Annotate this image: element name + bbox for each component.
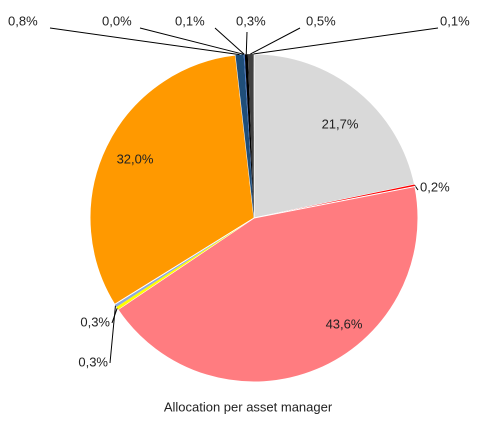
pie-slice [235,54,254,218]
pie-slice [243,54,254,219]
pie-slice [116,218,255,310]
data-label: 0,0% [102,13,132,28]
pie-slice [89,54,255,306]
pie-slice [114,218,254,308]
pie-slice [244,54,254,218]
pie-slice [252,54,254,218]
data-label: 0,1% [440,13,470,28]
data-label: 0,3% [236,13,266,28]
pie-slice [247,54,254,219]
data-label: 0,3% [78,354,108,369]
data-label: 0,1% [175,13,205,28]
leader-line [214,27,245,55]
chart-title: Allocation per asset manager [164,399,333,414]
leader-line [49,27,240,56]
leader-line [250,27,301,55]
pie-slice [253,53,416,219]
leader-line [109,305,116,364]
leader-line [139,27,244,55]
data-label: 32,0% [117,151,154,166]
data-label: 0,2% [420,179,450,194]
data-label: 43,6% [326,316,363,331]
data-label: 0,8% [8,13,38,28]
pie-slice [117,185,419,383]
leader-line [253,27,439,55]
data-label: 0,3% [80,314,110,329]
leader-line [245,31,248,55]
data-label: 0,5% [306,13,336,28]
data-label: 21,7% [322,116,359,131]
